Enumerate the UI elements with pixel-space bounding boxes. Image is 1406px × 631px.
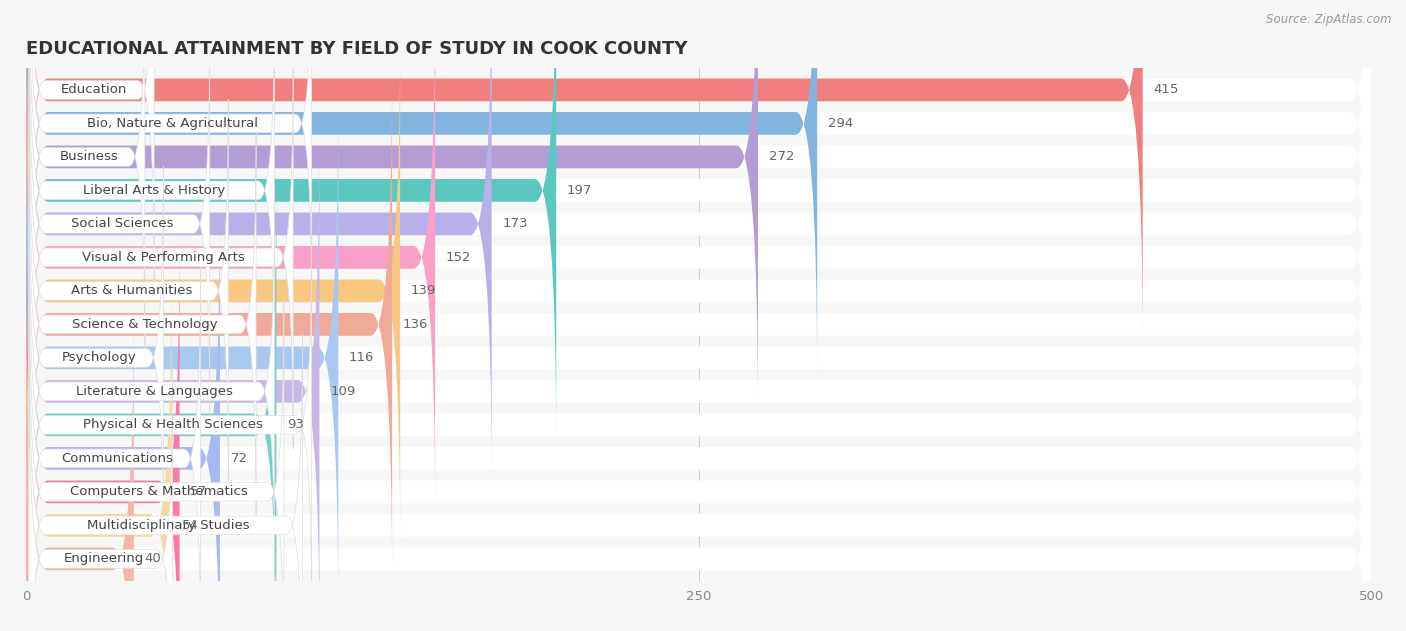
FancyBboxPatch shape <box>30 0 312 315</box>
Text: Education: Education <box>60 83 128 97</box>
Text: Physical & Health Sciences: Physical & Health Sciences <box>83 418 263 432</box>
FancyBboxPatch shape <box>27 302 134 631</box>
FancyBboxPatch shape <box>27 202 1371 631</box>
FancyBboxPatch shape <box>30 0 155 281</box>
FancyBboxPatch shape <box>27 0 1371 413</box>
Text: Psychology: Psychology <box>62 351 136 364</box>
FancyBboxPatch shape <box>30 267 201 631</box>
FancyBboxPatch shape <box>30 0 274 382</box>
Text: 139: 139 <box>411 285 436 297</box>
FancyBboxPatch shape <box>27 0 817 380</box>
FancyBboxPatch shape <box>27 235 1371 631</box>
Text: Communications: Communications <box>62 452 173 465</box>
FancyBboxPatch shape <box>30 32 209 416</box>
Text: 173: 173 <box>502 218 527 230</box>
Text: Source: ZipAtlas.com: Source: ZipAtlas.com <box>1267 13 1392 26</box>
FancyBboxPatch shape <box>30 66 292 449</box>
FancyBboxPatch shape <box>27 34 401 548</box>
FancyBboxPatch shape <box>27 135 319 631</box>
FancyBboxPatch shape <box>30 334 302 631</box>
FancyBboxPatch shape <box>27 0 758 413</box>
Text: 152: 152 <box>446 251 471 264</box>
Text: 272: 272 <box>769 150 794 163</box>
FancyBboxPatch shape <box>30 0 145 348</box>
Text: Liberal Arts & History: Liberal Arts & History <box>83 184 225 197</box>
FancyBboxPatch shape <box>30 367 173 631</box>
Text: 197: 197 <box>567 184 592 197</box>
Text: Engineering: Engineering <box>63 552 143 565</box>
Text: 109: 109 <box>330 385 356 398</box>
Text: 93: 93 <box>287 418 304 432</box>
FancyBboxPatch shape <box>30 233 312 616</box>
FancyBboxPatch shape <box>27 269 1371 631</box>
Text: Bio, Nature & Agricultural: Bio, Nature & Agricultural <box>87 117 259 130</box>
FancyBboxPatch shape <box>27 34 1371 548</box>
FancyBboxPatch shape <box>27 68 1371 581</box>
Text: Computers & Mathematics: Computers & Mathematics <box>70 485 247 498</box>
FancyBboxPatch shape <box>27 302 1371 631</box>
FancyBboxPatch shape <box>27 1 1371 514</box>
FancyBboxPatch shape <box>27 102 1371 615</box>
FancyBboxPatch shape <box>30 200 274 583</box>
Text: Arts & Humanities: Arts & Humanities <box>70 285 193 297</box>
Text: Multidisciplinary Studies: Multidisciplinary Studies <box>87 519 250 532</box>
FancyBboxPatch shape <box>27 168 1371 631</box>
FancyBboxPatch shape <box>27 0 1371 346</box>
FancyBboxPatch shape <box>27 0 1371 447</box>
FancyBboxPatch shape <box>27 0 1371 480</box>
FancyBboxPatch shape <box>27 0 557 447</box>
Text: 72: 72 <box>231 452 247 465</box>
Text: Literature & Languages: Literature & Languages <box>76 385 233 398</box>
FancyBboxPatch shape <box>27 202 219 631</box>
FancyBboxPatch shape <box>30 166 163 550</box>
FancyBboxPatch shape <box>27 0 1371 380</box>
FancyBboxPatch shape <box>30 99 228 483</box>
Text: 294: 294 <box>828 117 853 130</box>
Text: Business: Business <box>60 150 120 163</box>
FancyBboxPatch shape <box>27 102 339 615</box>
FancyBboxPatch shape <box>27 269 172 631</box>
Text: Social Sciences: Social Sciences <box>70 218 173 230</box>
Text: Visual & Performing Arts: Visual & Performing Arts <box>83 251 245 264</box>
FancyBboxPatch shape <box>27 235 180 631</box>
Text: Science & Technology: Science & Technology <box>72 318 218 331</box>
FancyBboxPatch shape <box>27 135 1371 631</box>
FancyBboxPatch shape <box>27 168 277 631</box>
Text: 136: 136 <box>404 318 429 331</box>
Text: 40: 40 <box>145 552 162 565</box>
FancyBboxPatch shape <box>27 0 492 480</box>
Text: 57: 57 <box>190 485 207 498</box>
Text: EDUCATIONAL ATTAINMENT BY FIELD OF STUDY IN COOK COUNTY: EDUCATIONAL ATTAINMENT BY FIELD OF STUDY… <box>27 40 688 58</box>
FancyBboxPatch shape <box>30 300 284 631</box>
Text: 116: 116 <box>349 351 374 364</box>
FancyBboxPatch shape <box>27 68 392 581</box>
Text: 415: 415 <box>1153 83 1178 97</box>
Text: 54: 54 <box>183 519 200 532</box>
FancyBboxPatch shape <box>30 133 256 516</box>
FancyBboxPatch shape <box>27 0 1143 346</box>
FancyBboxPatch shape <box>27 1 434 514</box>
